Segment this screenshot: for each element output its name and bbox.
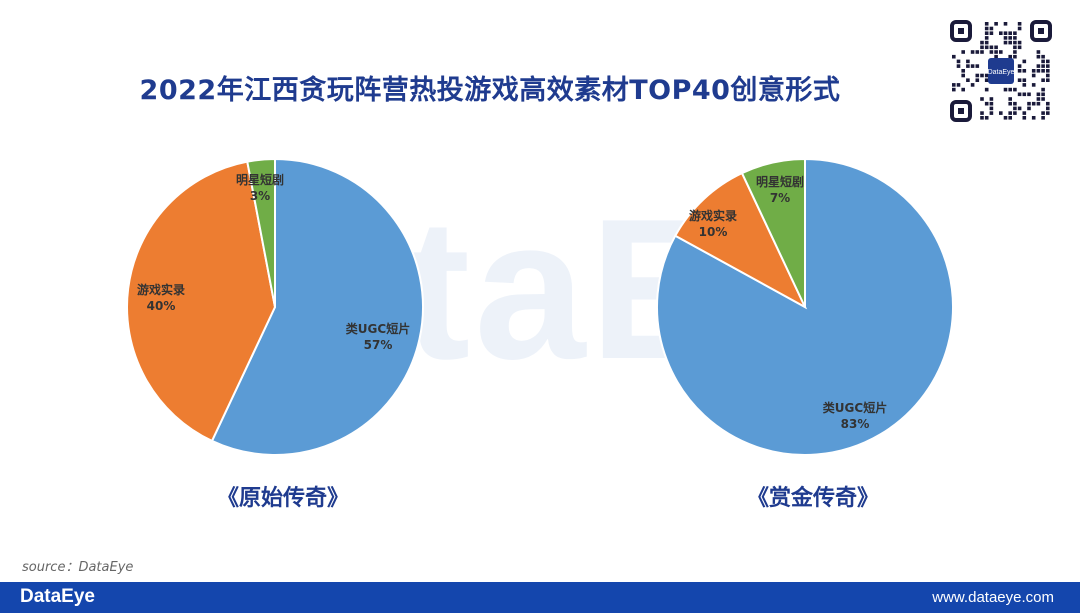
pie-slice xyxy=(210,157,424,456)
pie-slice xyxy=(246,157,276,308)
slice-value-label: 10% xyxy=(699,225,728,239)
slice-label: 明星短剧 xyxy=(756,174,804,189)
slice-value-label: 3% xyxy=(250,189,270,203)
footer-url[interactable]: www.dataeye.com xyxy=(932,589,1054,606)
source-note: source：DataEye xyxy=(22,560,134,575)
pie-chart-1: 类UGC短片 57% 游戏实录 40% 明星短剧 3% xyxy=(126,157,424,456)
slice-label: 游戏实录 xyxy=(689,208,737,223)
pie-slice xyxy=(673,171,808,310)
slice-label: 明星短剧 xyxy=(236,172,284,187)
slice-value-label: 57% xyxy=(364,338,393,352)
slice-label: 类UGC短片 xyxy=(346,321,410,336)
slice-value-label: 7% xyxy=(770,191,790,205)
pie-chart-2: 类UGC短片 83% 游戏实录 10% 明星短剧 7% xyxy=(656,157,954,456)
chart-1-title: 《原始传奇》 xyxy=(216,486,349,511)
qr-code-icon: DataEye xyxy=(948,18,1054,124)
pie-slice xyxy=(740,157,806,308)
footer-bar: DataEye www.dataeye.com xyxy=(0,582,1080,613)
pie-slice xyxy=(126,160,277,443)
footer-brand: DataEye xyxy=(20,586,95,607)
chart-2-title: 《赏金传奇》 xyxy=(746,486,879,511)
page-title: 2022年江西贪玩阵营热投游戏高效素材TOP40创意形式 xyxy=(139,75,841,106)
slice-label: 游戏实录 xyxy=(137,282,185,297)
slice-value-label: 83% xyxy=(841,417,870,431)
qr-badge: DataEye xyxy=(988,69,1015,76)
slice-label: 类UGC短片 xyxy=(823,400,887,415)
slice-value-label: 40% xyxy=(147,299,176,313)
